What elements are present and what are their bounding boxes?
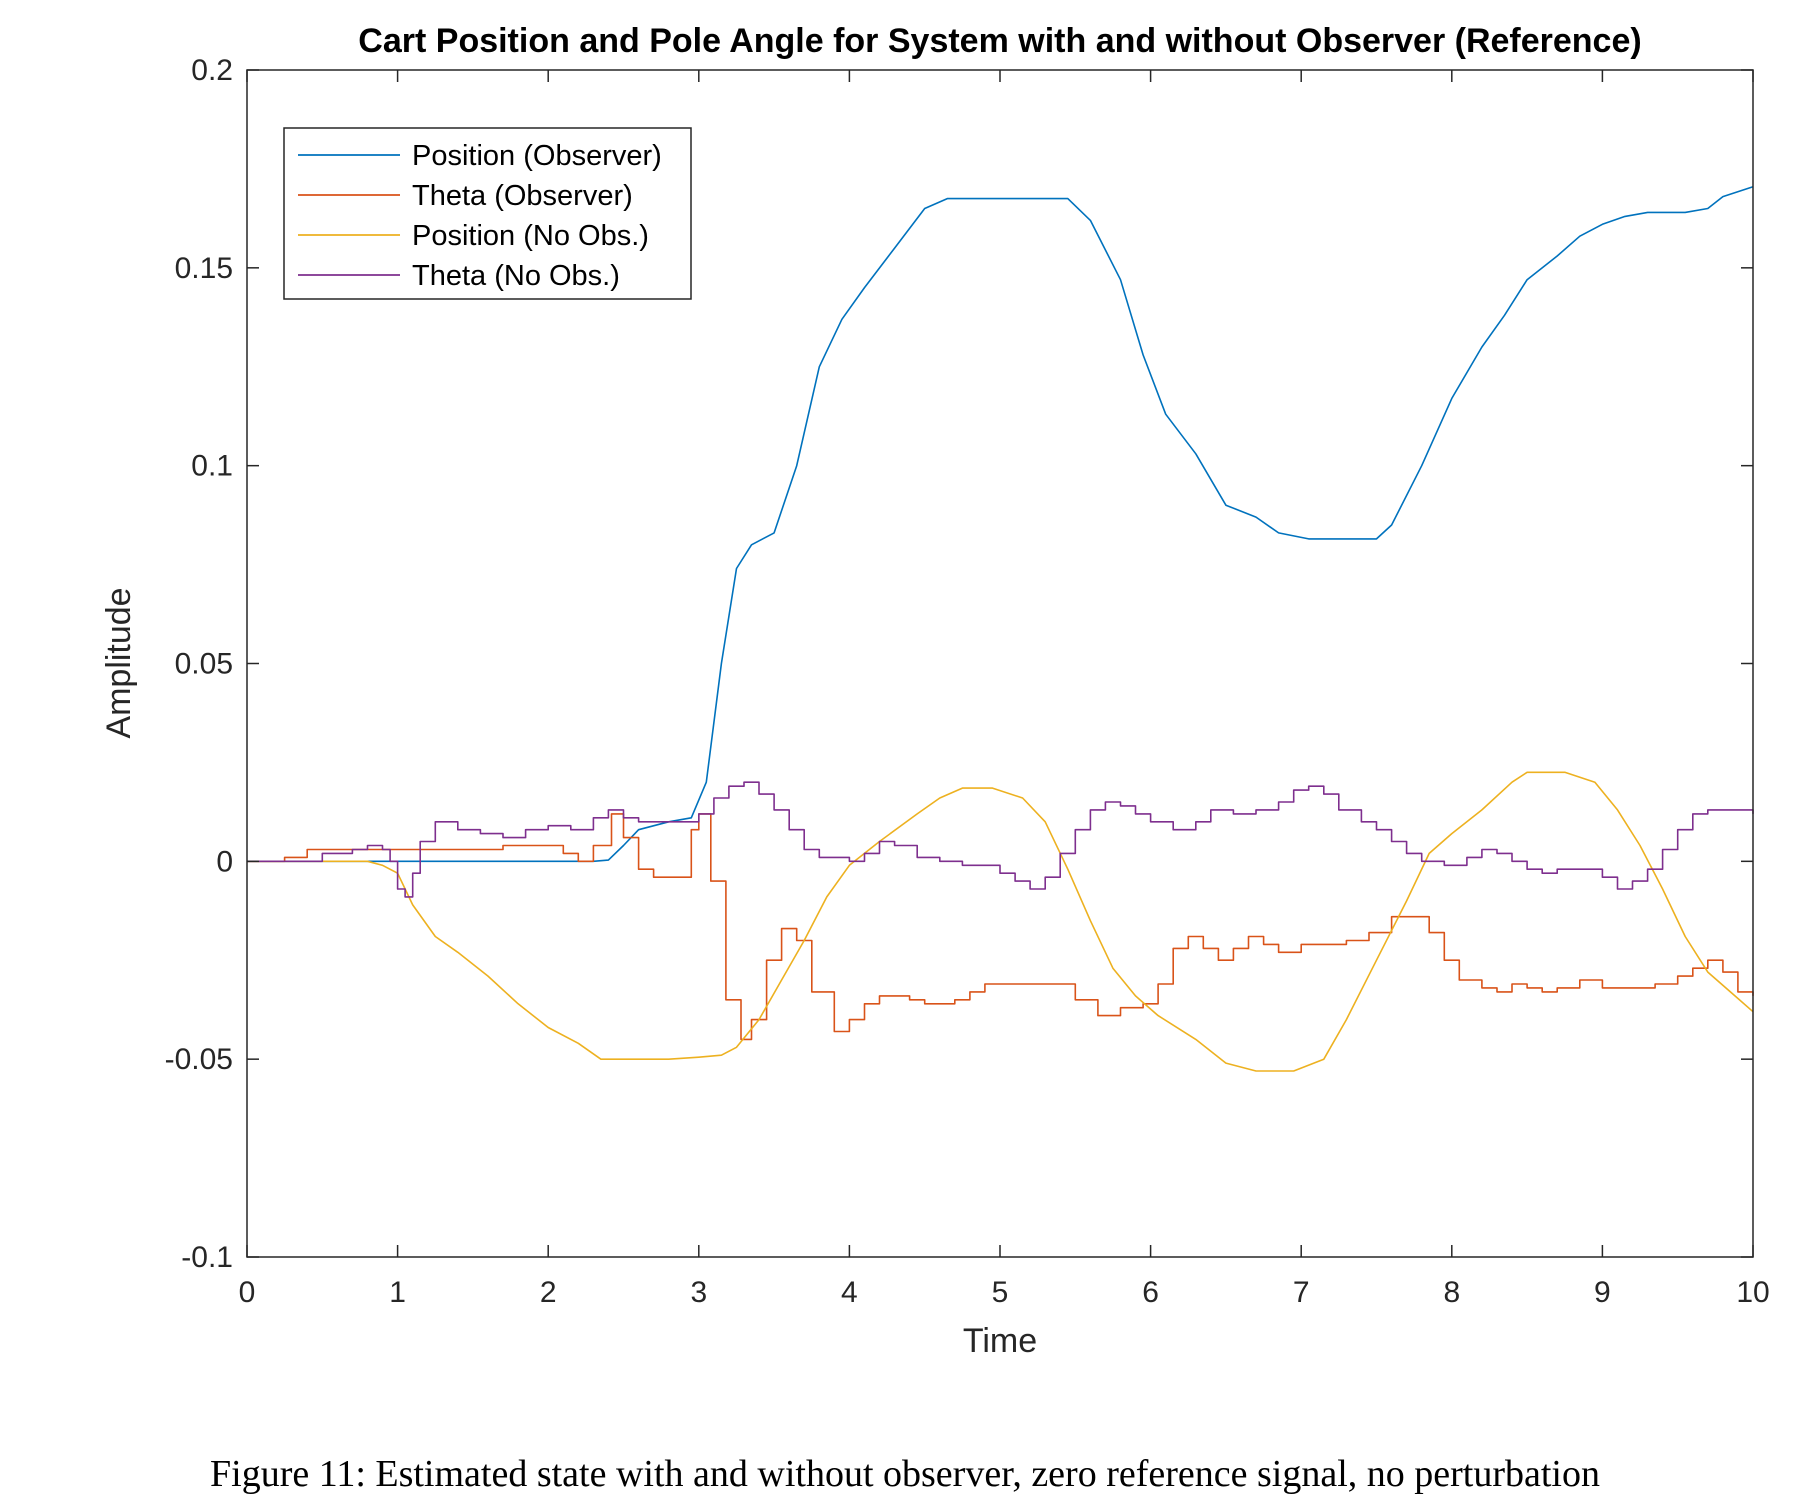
legend-label: Position (Observer) [412, 140, 662, 172]
ticks-layer: 0 1 2 3 4 5 6 7 8 9 10 -0.1 -0.05 0 0.05 0.1 0.15 0.2 [165, 54, 1770, 1309]
x-tick-label: 3 [690, 1276, 707, 1309]
legend-label: Theta (No Obs.) [412, 260, 620, 292]
x-tick-label: 5 [992, 1276, 1009, 1309]
x-tick-label: 10 [1736, 1276, 1769, 1309]
x-tick-label: 8 [1443, 1276, 1460, 1309]
series-line-4 [247, 781, 1754, 898]
x-tick-label: 1 [389, 1276, 406, 1309]
figure-caption: Figure 11: Estimated state with and with… [210, 1453, 1600, 1495]
y-tick-label: 0.2 [191, 54, 233, 87]
legend-box [283, 127, 692, 300]
x-tick-label: 6 [1142, 1276, 1159, 1309]
x-tick-label: 4 [841, 1276, 858, 1309]
y-tick-label: 0.15 [175, 252, 233, 285]
y-tick-label: -0.05 [165, 1043, 233, 1076]
y-axis-title: Amplitude [100, 587, 138, 738]
y-tick-label: 0.1 [191, 450, 233, 483]
series-layer [247, 185, 1754, 1072]
legend: Position (Observer) Theta (Observer) Posit… [283, 127, 692, 300]
x-axis-title: Time [963, 1322, 1037, 1360]
series-line-1 [247, 185, 1754, 863]
x-tick-label: 7 [1293, 1276, 1310, 1309]
chart-title: Cart Position and Pole Angle for System … [358, 22, 1641, 60]
series-line-2 [247, 813, 1754, 1041]
x-tick-label: 0 [239, 1276, 256, 1309]
y-tick-label: 0 [216, 845, 233, 878]
series-line-3 [247, 771, 1754, 1072]
y-tick-label: 0.05 [175, 648, 233, 681]
legend-label: Position (No Obs.) [412, 220, 649, 252]
x-tick-label: 9 [1594, 1276, 1611, 1309]
y-tick-label: -0.1 [181, 1241, 233, 1274]
x-tick-label: 2 [540, 1276, 557, 1309]
legend-label: Theta (Observer) [412, 180, 633, 212]
